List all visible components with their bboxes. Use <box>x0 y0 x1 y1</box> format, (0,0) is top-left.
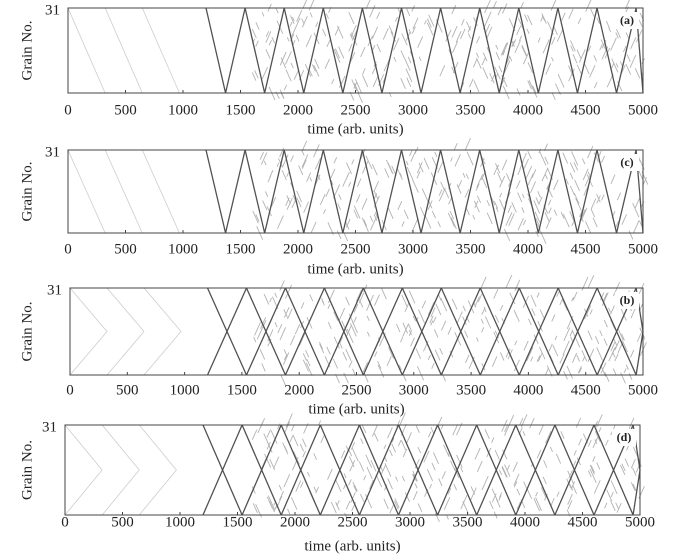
x-tick-label: 2500 <box>342 382 372 398</box>
x-tick-label: 3000 <box>398 102 428 118</box>
x-tick-label: 3000 <box>399 382 429 398</box>
x-axis-label: time (arb. units) <box>308 401 404 417</box>
x-tick-label: 4500 <box>571 102 601 118</box>
y-axis-label: Grain No. <box>19 21 35 81</box>
texture <box>253 274 647 386</box>
x-tick-label: 500 <box>111 514 134 530</box>
texture <box>252 137 649 244</box>
texture <box>202 469 641 516</box>
x-tick-label: 3500 <box>456 382 486 398</box>
y-axis-label: Grain No. <box>19 302 35 362</box>
x-tick-label: 3000 <box>395 514 425 530</box>
plot-frame <box>64 424 641 516</box>
texture <box>206 287 644 332</box>
x-axis-label: time (arb. units) <box>304 538 400 554</box>
y-tick-label: 31 <box>47 282 62 298</box>
x-tick-label: 1500 <box>226 102 256 118</box>
texture <box>251 412 645 523</box>
panel-label: (b) <box>620 293 635 307</box>
x-tick-label: 2500 <box>338 514 368 530</box>
texture <box>251 0 645 104</box>
panel-label-box <box>615 292 639 309</box>
x-tick-label: 500 <box>114 241 137 257</box>
x-tick-label: 1500 <box>223 514 253 530</box>
x-tick-label: 1500 <box>227 382 257 398</box>
x-tick-label: 4000 <box>510 514 540 530</box>
y-tick-label: 31 <box>42 419 57 435</box>
x-tick-label: 5000 <box>628 382 658 398</box>
x-axis-label: time (arb. units) <box>307 261 403 277</box>
y-tick-label: 31 <box>45 2 60 18</box>
y-tick-label: 31 <box>45 144 60 160</box>
x-tick-label: 500 <box>114 102 137 118</box>
texture <box>69 331 182 376</box>
x-tick-label: 4500 <box>571 382 601 398</box>
x-tick-label: 3500 <box>456 241 486 257</box>
texture <box>205 7 644 94</box>
x-axis-label: time (arb. units) <box>307 121 403 137</box>
texture <box>206 331 644 376</box>
panel-label: (d) <box>617 430 632 444</box>
x-tick-label: 4500 <box>571 241 601 257</box>
texture <box>205 149 644 234</box>
panel-label: (c) <box>620 155 633 169</box>
texture <box>64 424 177 471</box>
panel-label-box <box>615 12 639 29</box>
x-tick-label: 4000 <box>513 102 543 118</box>
x-tick-label: 1500 <box>226 241 256 257</box>
texture <box>67 7 180 94</box>
x-tick-label: 0 <box>64 241 72 257</box>
panel-label-box <box>615 154 639 171</box>
x-tick-label: 3500 <box>456 102 486 118</box>
x-tick-label: 0 <box>61 514 69 530</box>
x-tick-label: 2000 <box>280 514 310 530</box>
x-tick-label: 1000 <box>168 241 198 257</box>
panel-label: (a) <box>620 13 634 27</box>
x-tick-label: 1000 <box>165 514 195 530</box>
texture <box>64 469 177 516</box>
x-tick-label: 2500 <box>341 241 371 257</box>
texture <box>202 424 641 471</box>
plot-frame <box>67 149 644 234</box>
x-tick-label: 2000 <box>284 382 314 398</box>
x-tick-label: 5000 <box>628 241 658 257</box>
x-tick-label: 2000 <box>283 241 313 257</box>
x-tick-label: 3000 <box>398 241 428 257</box>
x-tick-label: 2500 <box>341 102 371 118</box>
x-tick-label: 1000 <box>170 382 200 398</box>
y-axis-label: Grain No. <box>19 162 35 222</box>
x-tick-label: 0 <box>66 382 74 398</box>
x-tick-label: 3500 <box>453 514 483 530</box>
x-tick-label: 5000 <box>628 102 658 118</box>
texture <box>69 287 182 332</box>
x-tick-label: 2000 <box>283 102 313 118</box>
x-tick-label: 4500 <box>568 514 598 530</box>
x-tick-label: 500 <box>116 382 139 398</box>
x-tick-label: 4000 <box>513 241 543 257</box>
panel-label-box <box>612 429 636 446</box>
x-tick-label: 4000 <box>513 382 543 398</box>
x-tick-label: 1000 <box>168 102 198 118</box>
texture <box>67 149 180 234</box>
x-tick-label: 0 <box>64 102 72 118</box>
y-axis-label: Grain No. <box>19 440 35 500</box>
x-tick-label: 5000 <box>625 514 655 530</box>
